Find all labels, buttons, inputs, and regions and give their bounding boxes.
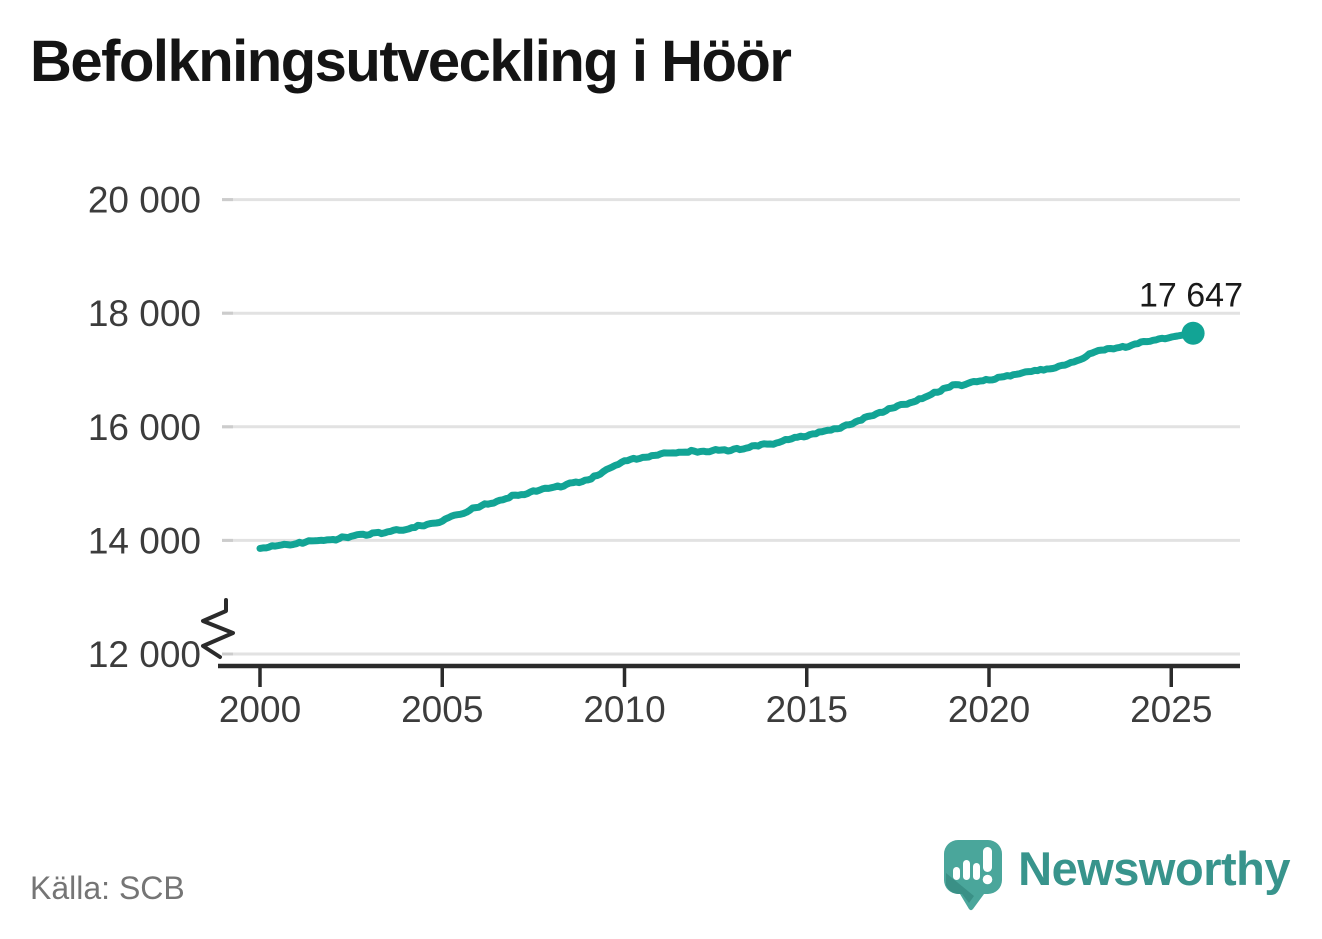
x-tick-label: 2020 (948, 689, 1030, 730)
x-tick-label: 2010 (583, 689, 665, 730)
x-tick-label: 2015 (766, 689, 848, 730)
y-tick-label: 14 000 (88, 520, 201, 561)
latest-value-label: 17 647 (1139, 276, 1243, 314)
brand-footer: Newsworthy (940, 835, 1290, 915)
x-tick-label: 2000 (219, 689, 301, 730)
y-axis-break-icon (201, 598, 235, 659)
newsworthy-logo-icon (944, 840, 1003, 911)
population-series-line (256, 329, 1197, 552)
latest-value-dot (1181, 321, 1205, 345)
y-tick-label: 18 000 (88, 293, 201, 334)
y-tick-label: 12 000 (88, 634, 201, 675)
x-tick-label: 2025 (1130, 689, 1212, 730)
y-tick-label: 20 000 (88, 180, 201, 221)
x-tick-label: 2005 (401, 689, 483, 730)
source-note: Källa: SCB (30, 870, 185, 906)
brand-name: Newsworthy (1018, 841, 1290, 895)
chart-title: Befolkningsutveckling i Höör (30, 29, 792, 94)
y-tick-label: 16 000 (88, 407, 201, 448)
